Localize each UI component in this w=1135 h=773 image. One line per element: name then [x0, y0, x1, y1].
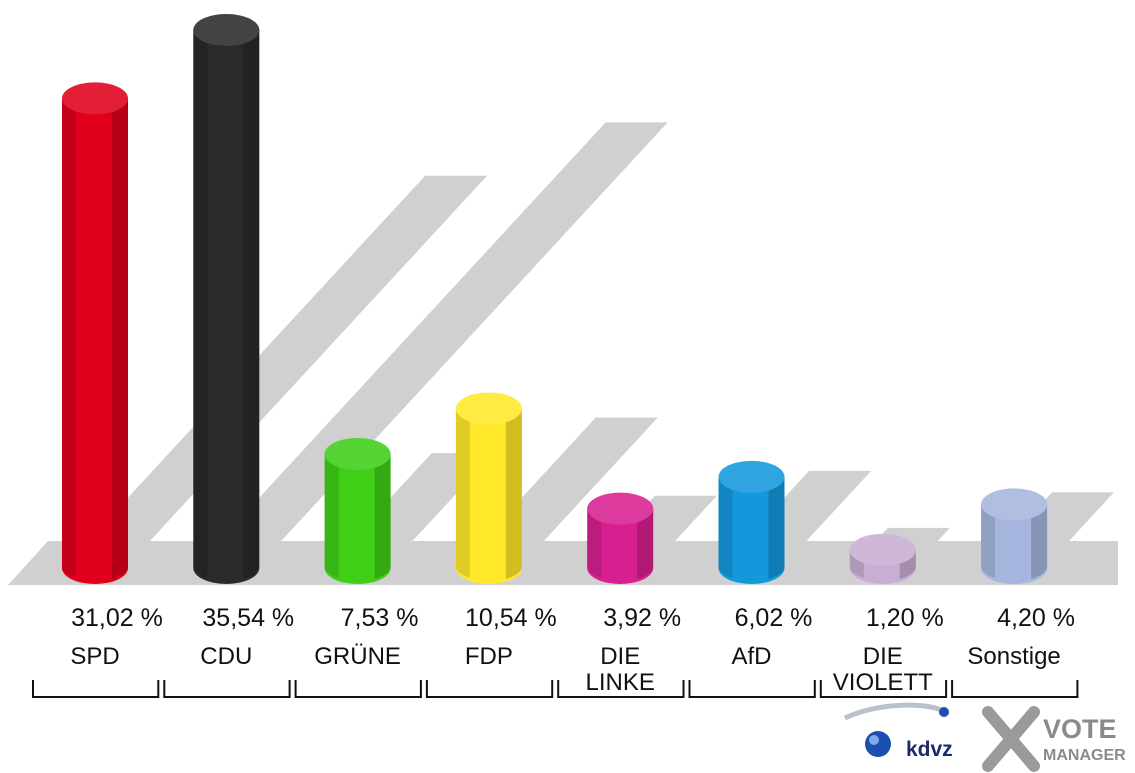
- globe-icon: [843, 702, 949, 757]
- bar-shade-right: [1031, 504, 1048, 579]
- bar-shade-left: [62, 98, 76, 578]
- bar-top-highlight: [849, 533, 916, 566]
- bar-top: [981, 488, 1048, 521]
- category-bracket: [32, 680, 160, 698]
- bar-grüne: [324, 438, 391, 584]
- bar-shade-left: [455, 408, 470, 578]
- manager-logo-text: MANAGER: [1043, 747, 1126, 764]
- bar-shade-right: [374, 454, 391, 579]
- bar-shade-left: [718, 476, 733, 578]
- bar-shade-right: [637, 508, 654, 579]
- bar-shadow: [480, 417, 658, 542]
- bar-top: [62, 82, 128, 115]
- value-label: 35,54 %: [202, 604, 295, 632]
- category-label: DIE LINKE: [585, 643, 655, 696]
- bar-top: [455, 392, 522, 425]
- bar-top-highlight: [455, 392, 522, 425]
- category-label: FDP: [464, 643, 513, 670]
- bar-body: [193, 30, 260, 584]
- category-bracket: [688, 680, 816, 698]
- value-label: 3,92 %: [603, 604, 682, 632]
- bar-shade-left: [981, 504, 996, 578]
- category-label: SPD: [70, 643, 120, 670]
- bar-die-violett: [849, 533, 916, 584]
- bar-sonstige: [981, 488, 1048, 584]
- category-label: Sonstige: [967, 643, 1061, 670]
- category-label: CDU: [200, 643, 253, 670]
- bars: [62, 14, 1048, 585]
- bar-top-highlight: [62, 82, 128, 115]
- bar-top-highlight: [981, 488, 1048, 521]
- bar-top-highlight: [324, 438, 391, 471]
- bar-body: [718, 476, 785, 584]
- bar-top-highlight: [587, 492, 654, 525]
- bar-shade-left: [587, 508, 602, 578]
- bar-body: [324, 454, 391, 584]
- bar-body: [62, 98, 128, 584]
- bar-shade-right: [768, 476, 785, 579]
- bar-shadow: [87, 175, 488, 542]
- bar-shadow: [218, 122, 668, 543]
- bar-body: [981, 504, 1048, 584]
- bar-body: [587, 508, 654, 584]
- bar-top: [324, 438, 391, 471]
- chart-floor: [8, 541, 1118, 585]
- x-mark-icon: [982, 706, 1040, 772]
- bar-top-highlight: [193, 14, 260, 46]
- bar-shade-left: [193, 30, 208, 578]
- floor-band: [8, 541, 1118, 585]
- bar-spd: [62, 82, 128, 584]
- value-label: 4,20 %: [997, 604, 1075, 632]
- bar-top-highlight: [718, 460, 785, 493]
- bar-top: [718, 460, 785, 493]
- category-bracket: [294, 680, 422, 698]
- bar-die-linke: [587, 492, 654, 584]
- bar-top: [849, 533, 916, 566]
- branding-logos: kdvz VOTE MANAGER: [840, 700, 1135, 773]
- bar-fdp: [455, 392, 522, 585]
- value-label: 6,02 %: [734, 604, 813, 632]
- value-label: 10,54 %: [465, 604, 557, 632]
- bar-shade-right: [505, 408, 522, 579]
- category-label: DIE VIOLETT: [832, 643, 933, 696]
- kdvz-logo-text: kdvz: [906, 738, 953, 761]
- category-bracket: [425, 680, 554, 698]
- bar-shade-left: [324, 454, 339, 578]
- bar-cdu: [193, 14, 260, 584]
- category-label: GRÜNE: [314, 643, 401, 670]
- category-brackets: [32, 680, 1079, 698]
- value-label: 7,53 %: [340, 604, 419, 632]
- bar-shade-right: [112, 98, 128, 579]
- category-label: AfD: [731, 643, 772, 670]
- bar-top: [193, 14, 260, 46]
- bar-afd: [718, 460, 785, 584]
- bar-shade-right: [243, 30, 260, 579]
- vote-logo-text: VOTE: [1043, 714, 1117, 744]
- bar-top: [587, 492, 654, 525]
- value-label: 1,20 %: [865, 604, 944, 632]
- category-bracket: [557, 680, 685, 698]
- bar-body: [455, 408, 522, 585]
- value-label: 31,02 %: [71, 604, 163, 632]
- category-bracket: [951, 680, 1079, 698]
- category-bracket: [819, 680, 948, 698]
- category-bracket: [163, 680, 291, 698]
